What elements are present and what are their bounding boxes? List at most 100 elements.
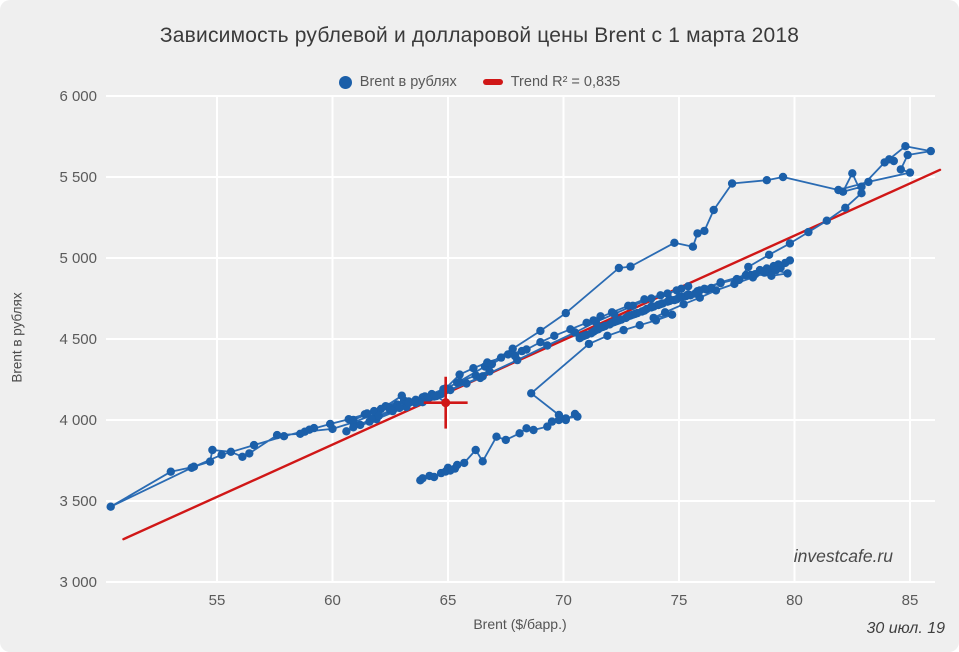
data-point[interactable] xyxy=(453,460,462,470)
data-point[interactable] xyxy=(727,179,737,188)
data-point[interactable] xyxy=(245,449,254,458)
data-point[interactable] xyxy=(596,312,605,321)
data-point[interactable] xyxy=(550,331,559,340)
data-point[interactable] xyxy=(614,263,624,273)
data-point[interactable] xyxy=(591,317,600,327)
data-point[interactable] xyxy=(857,189,866,198)
data-point[interactable] xyxy=(226,447,236,456)
data-point[interactable] xyxy=(903,150,912,160)
data-point[interactable] xyxy=(446,385,455,395)
data-point[interactable] xyxy=(612,317,621,326)
data-point[interactable] xyxy=(841,203,850,212)
data-point[interactable] xyxy=(529,425,538,435)
data-point[interactable] xyxy=(684,282,693,291)
data-point[interactable] xyxy=(166,467,175,476)
data-point[interactable] xyxy=(628,301,637,310)
data-point[interactable] xyxy=(603,331,612,340)
data-point[interactable] xyxy=(362,409,372,418)
data-point[interactable] xyxy=(584,339,594,349)
data-point[interactable] xyxy=(660,308,670,317)
data-point[interactable] xyxy=(485,367,494,376)
data-point[interactable] xyxy=(628,310,637,319)
data-point[interactable] xyxy=(305,425,314,434)
data-point[interactable] xyxy=(508,344,517,353)
data-point[interactable] xyxy=(778,172,788,182)
data-point[interactable] xyxy=(896,165,905,174)
data-point[interactable] xyxy=(296,429,305,438)
data-point[interactable] xyxy=(492,432,501,441)
data-point[interactable] xyxy=(496,353,506,362)
data-point[interactable] xyxy=(635,321,644,330)
data-point[interactable] xyxy=(647,294,656,303)
data-point[interactable] xyxy=(785,239,795,248)
data-point[interactable] xyxy=(411,398,420,408)
data-point[interactable] xyxy=(522,345,531,354)
data-point[interactable] xyxy=(684,290,693,299)
data-point[interactable] xyxy=(418,474,427,483)
data-point[interactable] xyxy=(554,410,564,420)
legend-item-series[interactable]: Brent в рублях xyxy=(338,74,457,90)
data-point[interactable] xyxy=(670,238,679,247)
data-point[interactable] xyxy=(356,420,365,430)
data-point[interactable] xyxy=(460,458,469,468)
data-point[interactable] xyxy=(596,323,605,332)
data-point[interactable] xyxy=(349,423,358,432)
data-point[interactable] xyxy=(649,313,658,323)
data-point[interactable] xyxy=(478,457,487,466)
data-point[interactable] xyxy=(326,419,335,429)
data-point[interactable] xyxy=(744,262,753,272)
data-point[interactable] xyxy=(536,326,545,336)
data-point[interactable] xyxy=(429,472,439,482)
data-point[interactable] xyxy=(864,177,873,187)
data-point[interactable] xyxy=(700,284,709,293)
data-point[interactable] xyxy=(374,411,383,421)
data-point[interactable] xyxy=(693,229,702,238)
data-point[interactable] xyxy=(762,176,771,185)
data-point[interactable] xyxy=(640,295,649,304)
data-point[interactable] xyxy=(764,250,774,259)
data-point[interactable] xyxy=(462,379,471,388)
data-point[interactable] xyxy=(647,302,656,311)
data-point[interactable] xyxy=(734,275,744,285)
data-point[interactable] xyxy=(446,466,455,475)
data-point[interactable] xyxy=(760,268,769,277)
data-point[interactable] xyxy=(503,350,513,359)
data-point[interactable] xyxy=(349,415,358,425)
data-point[interactable] xyxy=(857,182,866,191)
data-point[interactable] xyxy=(587,329,596,338)
data-point[interactable] xyxy=(272,430,282,440)
data-point[interactable] xyxy=(208,445,217,455)
data-point[interactable] xyxy=(487,359,497,369)
data-point[interactable] xyxy=(905,168,915,177)
data-point[interactable] xyxy=(663,289,672,298)
data-point[interactable] xyxy=(455,370,464,379)
data-point[interactable] xyxy=(640,306,649,315)
data-point[interactable] xyxy=(106,502,115,511)
data-point[interactable] xyxy=(476,373,485,383)
data-point[interactable] xyxy=(926,146,935,156)
data-point[interactable] xyxy=(217,450,226,459)
data-point[interactable] xyxy=(561,308,570,318)
data-point[interactable] xyxy=(700,226,709,236)
data-point[interactable] xyxy=(677,284,686,293)
data-point[interactable] xyxy=(547,417,557,426)
data-point[interactable] xyxy=(187,463,196,472)
data-point[interactable] xyxy=(667,310,677,319)
data-point[interactable] xyxy=(395,403,404,413)
data-point[interactable] xyxy=(536,338,545,347)
data-point[interactable] xyxy=(501,435,510,445)
data-point[interactable] xyxy=(418,398,427,407)
data-point[interactable] xyxy=(238,452,247,461)
data-point[interactable] xyxy=(543,341,552,350)
data-point[interactable] xyxy=(367,415,376,424)
data-point[interactable] xyxy=(580,331,589,340)
data-point[interactable] xyxy=(688,242,698,251)
data-point[interactable] xyxy=(469,364,478,373)
data-point[interactable] xyxy=(404,398,413,408)
data-point[interactable] xyxy=(432,391,441,401)
data-point[interactable] xyxy=(397,391,406,400)
data-point[interactable] xyxy=(783,269,792,278)
data-point[interactable] xyxy=(619,325,628,335)
data-point[interactable] xyxy=(626,262,635,271)
data-point[interactable] xyxy=(561,415,570,425)
